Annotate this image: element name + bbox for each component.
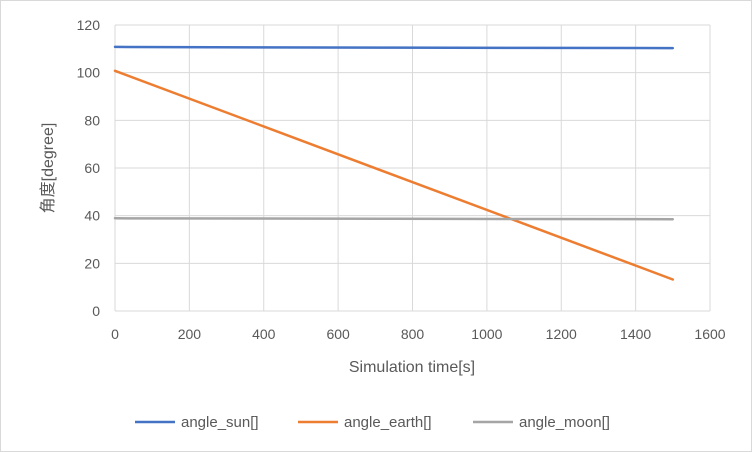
x-tick-label: 200 bbox=[178, 326, 202, 342]
x-tick-label: 400 bbox=[252, 326, 276, 342]
x-tick-label: 0 bbox=[111, 326, 119, 342]
y-tick-label: 40 bbox=[84, 208, 100, 224]
y-axis-title: 角度[degree] bbox=[39, 123, 57, 214]
series-lines bbox=[113, 45, 675, 281]
series-line-1 bbox=[113, 69, 675, 281]
x-tick-label: 1400 bbox=[620, 326, 651, 342]
y-axis-ticks: 0 20 40 60 80 100 120 bbox=[77, 17, 101, 319]
y-tick-label: 60 bbox=[84, 160, 100, 176]
x-tick-label: 1000 bbox=[471, 326, 502, 342]
legend-label-2: angle_moon[] bbox=[519, 414, 610, 431]
x-axis-title: Simulation time[s] bbox=[349, 359, 475, 376]
y-tick-label: 0 bbox=[92, 303, 100, 319]
legend: angle_sun[] angle_earth[] angle_moon[] bbox=[135, 414, 610, 431]
x-tick-label: 1200 bbox=[546, 326, 577, 342]
series-line-2 bbox=[113, 217, 675, 221]
y-tick-label: 20 bbox=[84, 255, 100, 271]
y-tick-label: 120 bbox=[77, 17, 101, 33]
x-tick-label: 800 bbox=[401, 326, 425, 342]
series-line-0 bbox=[113, 45, 675, 50]
legend-label-0: angle_sun[] bbox=[181, 414, 259, 431]
x-tick-label: 600 bbox=[326, 326, 350, 342]
x-tick-label: 1600 bbox=[694, 326, 725, 342]
grid-lines bbox=[114, 24, 711, 312]
legend-label-1: angle_earth[] bbox=[344, 414, 432, 431]
x-axis-ticks: 0 200 400 600 800 1000 1200 1400 1600 bbox=[111, 326, 726, 342]
y-tick-label: 100 bbox=[77, 65, 101, 81]
y-tick-label: 80 bbox=[84, 112, 100, 128]
